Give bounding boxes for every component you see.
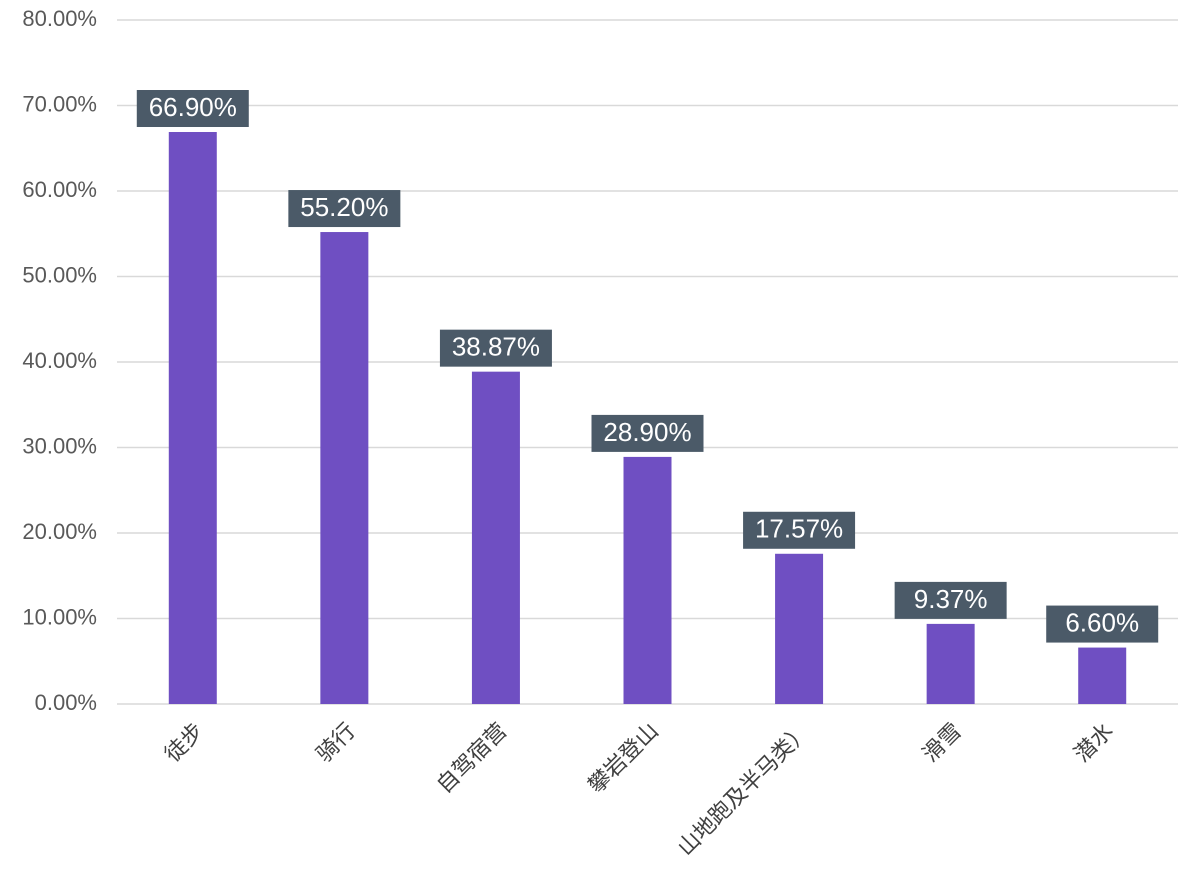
value-label-box (439, 329, 552, 367)
value-label: 55.20% (300, 192, 388, 222)
bar (926, 623, 975, 704)
y-tick-label: 50.00% (22, 262, 97, 287)
y-tick-label: 60.00% (22, 177, 97, 202)
bar (471, 371, 520, 704)
y-tick-label: 30.00% (22, 433, 97, 458)
bar (168, 132, 217, 704)
x-tick-label: 骑行 (311, 718, 360, 767)
y-tick-label: 80.00% (22, 6, 97, 31)
bar (320, 232, 369, 705)
x-tick-label: 自驾宿营 (432, 718, 512, 798)
x-tick-label: 山地跑及半马类） (673, 718, 815, 860)
value-label: 66.90% (149, 92, 237, 122)
value-label-box (894, 581, 1007, 619)
value-label-box (136, 90, 249, 128)
value-label-box (591, 414, 704, 452)
bar (623, 456, 672, 704)
bar (1078, 647, 1127, 704)
y-tick-label: 0.00% (35, 690, 97, 715)
y-tick-label: 20.00% (22, 519, 97, 544)
y-tick-label: 40.00% (22, 348, 97, 373)
x-tick-label: 潜水 (1069, 718, 1118, 767)
value-label-box (288, 190, 401, 228)
value-label: 28.90% (603, 417, 691, 447)
y-tick-label: 70.00% (22, 91, 97, 116)
value-label: 6.60% (1065, 607, 1139, 637)
bar (775, 553, 824, 704)
x-tick-label: 攀岩登山 (583, 718, 663, 798)
value-label: 17.57% (755, 514, 843, 544)
x-tick-label: 徒步 (160, 718, 209, 767)
value-label-box (743, 511, 856, 549)
value-label-box (1046, 605, 1159, 643)
value-label: 38.87% (452, 332, 540, 362)
value-label: 9.37% (914, 584, 988, 614)
y-tick-label: 10.00% (22, 604, 97, 629)
x-tick-label: 滑雪 (917, 718, 966, 767)
